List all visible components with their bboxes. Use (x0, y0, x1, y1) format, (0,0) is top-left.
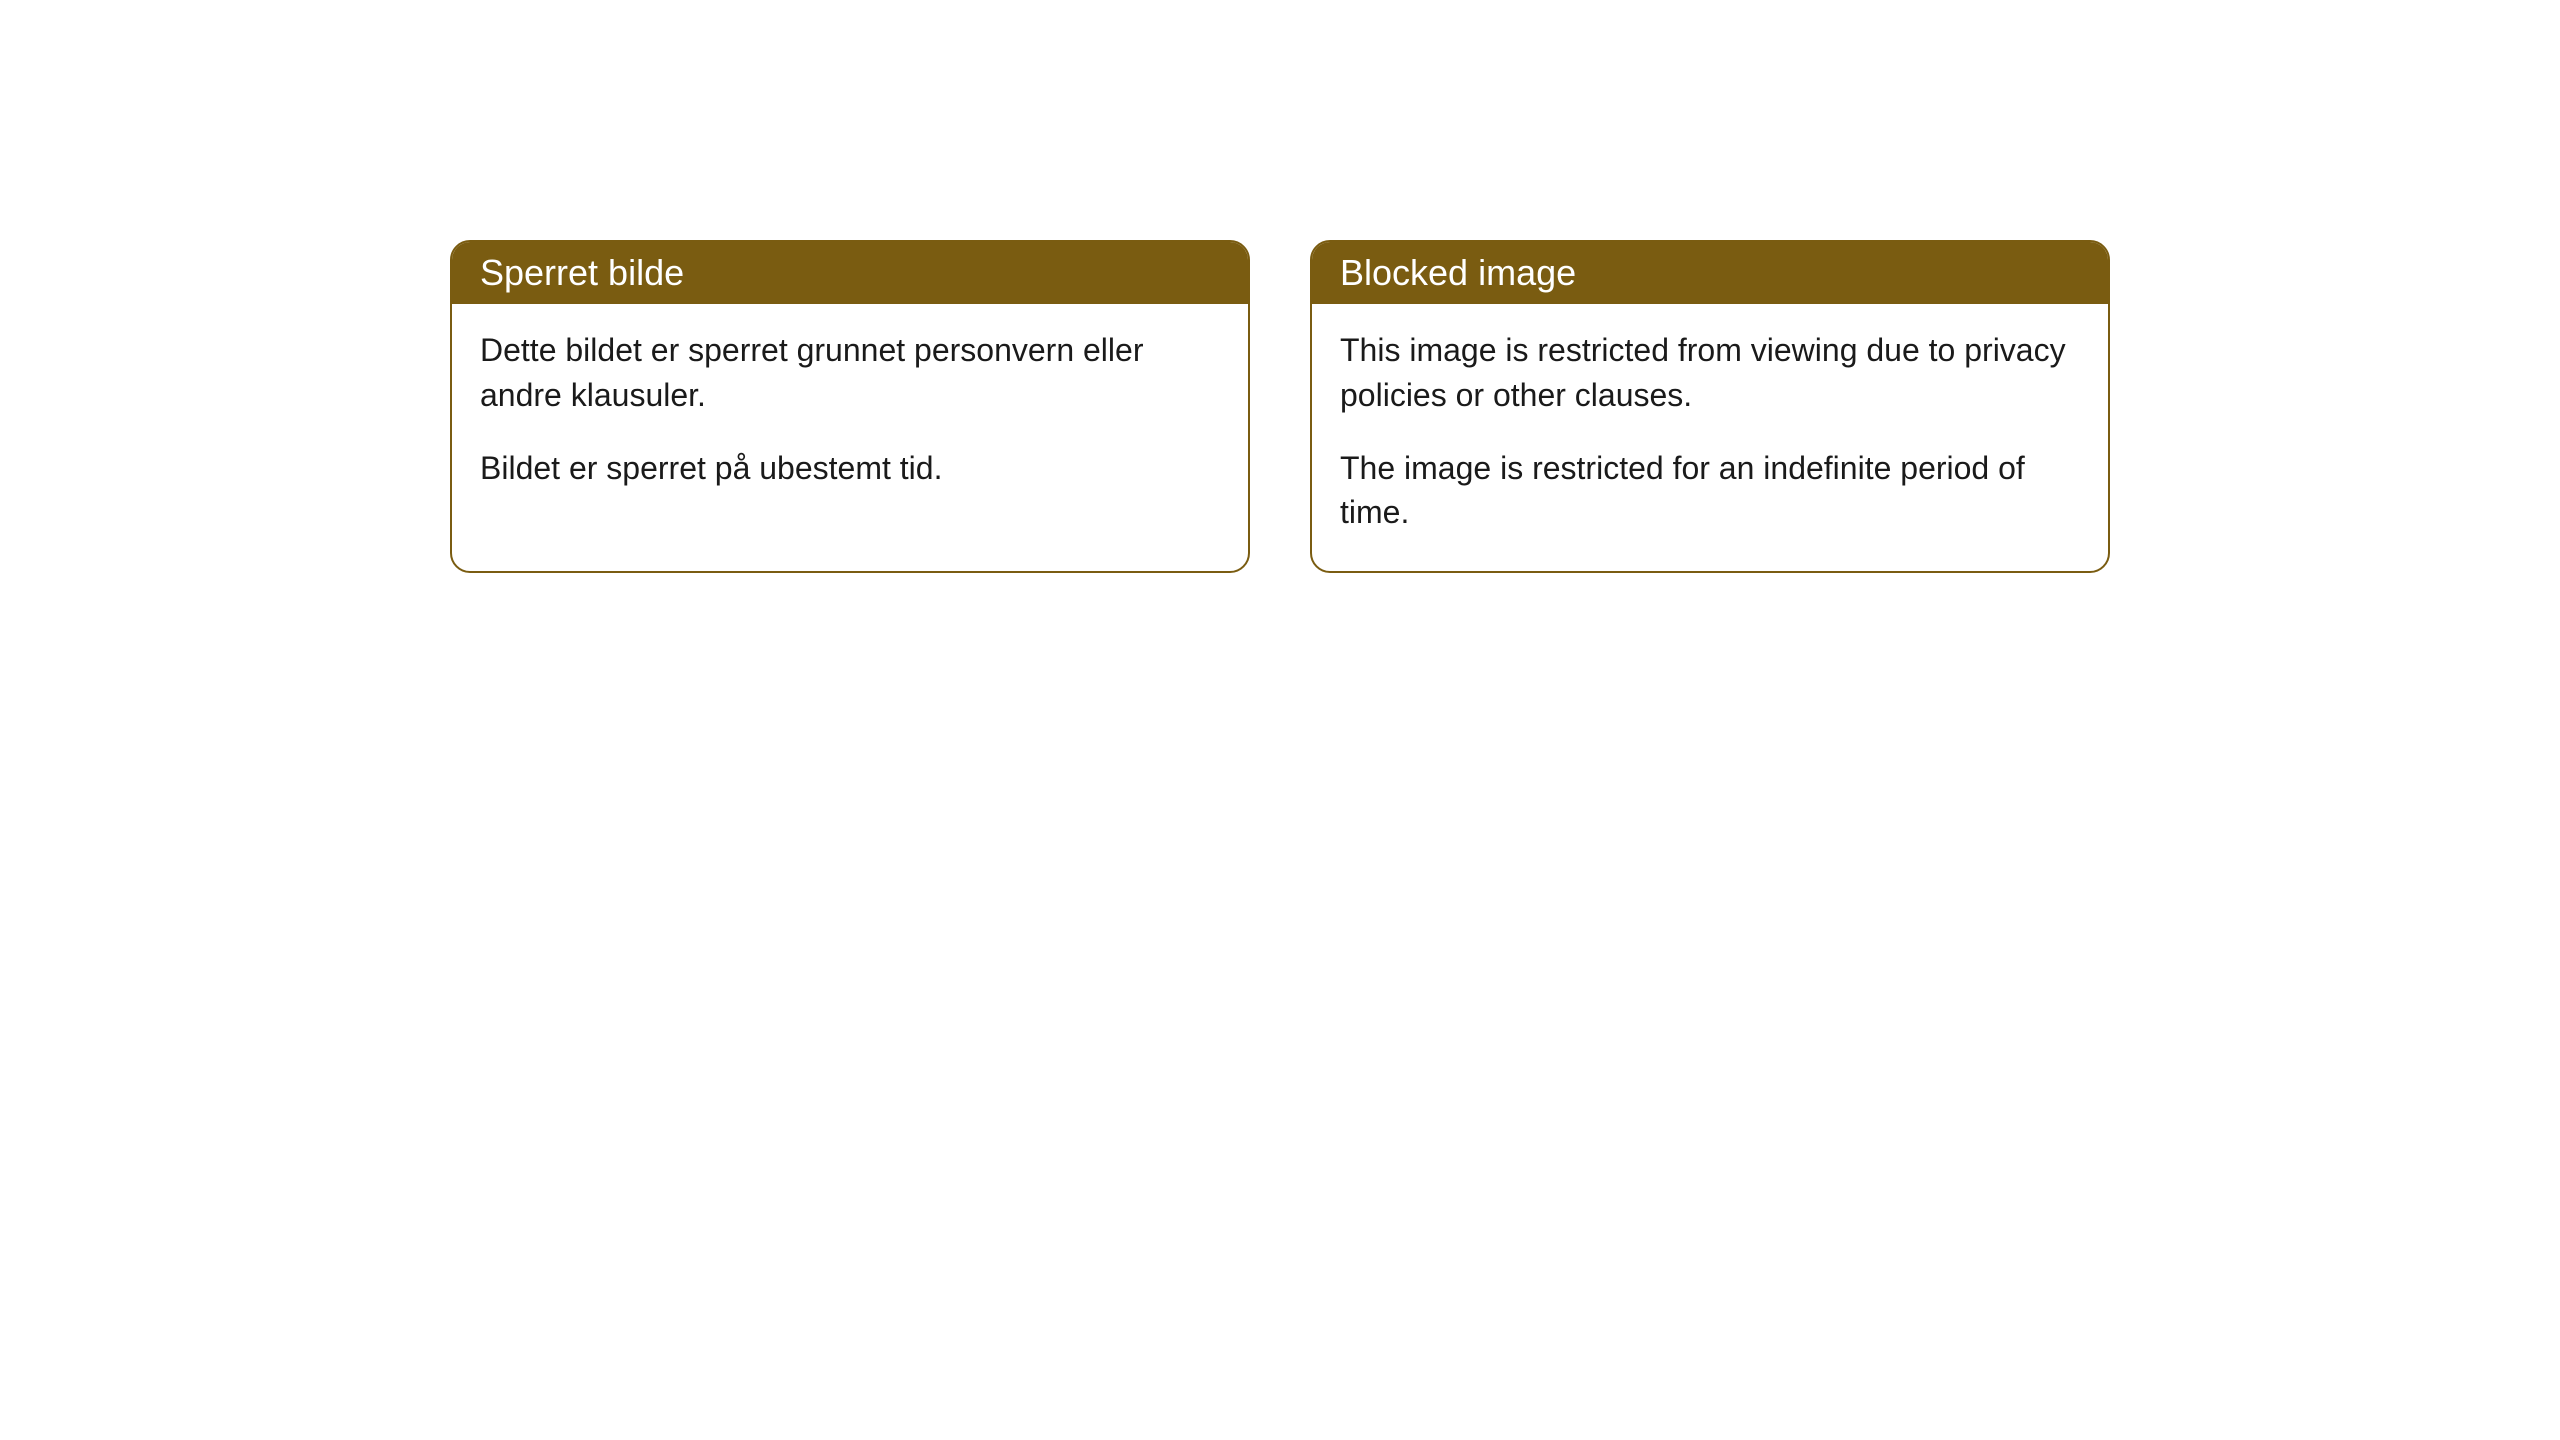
notice-paragraph-1: This image is restricted from viewing du… (1340, 328, 2080, 418)
notice-paragraph-2: Bildet er sperret på ubestemt tid. (480, 446, 1220, 491)
notice-header-norwegian: Sperret bilde (452, 242, 1248, 304)
notice-header-english: Blocked image (1312, 242, 2108, 304)
notice-card-english: Blocked image This image is restricted f… (1310, 240, 2110, 573)
notice-title: Blocked image (1340, 252, 1576, 293)
notice-paragraph-1: Dette bildet er sperret grunnet personve… (480, 328, 1220, 418)
notice-card-norwegian: Sperret bilde Dette bildet er sperret gr… (450, 240, 1250, 573)
notice-title: Sperret bilde (480, 252, 684, 293)
notice-body-norwegian: Dette bildet er sperret grunnet personve… (452, 304, 1248, 526)
notice-paragraph-2: The image is restricted for an indefinit… (1340, 446, 2080, 536)
notice-body-english: This image is restricted from viewing du… (1312, 304, 2108, 571)
notice-container: Sperret bilde Dette bildet er sperret gr… (450, 240, 2560, 573)
